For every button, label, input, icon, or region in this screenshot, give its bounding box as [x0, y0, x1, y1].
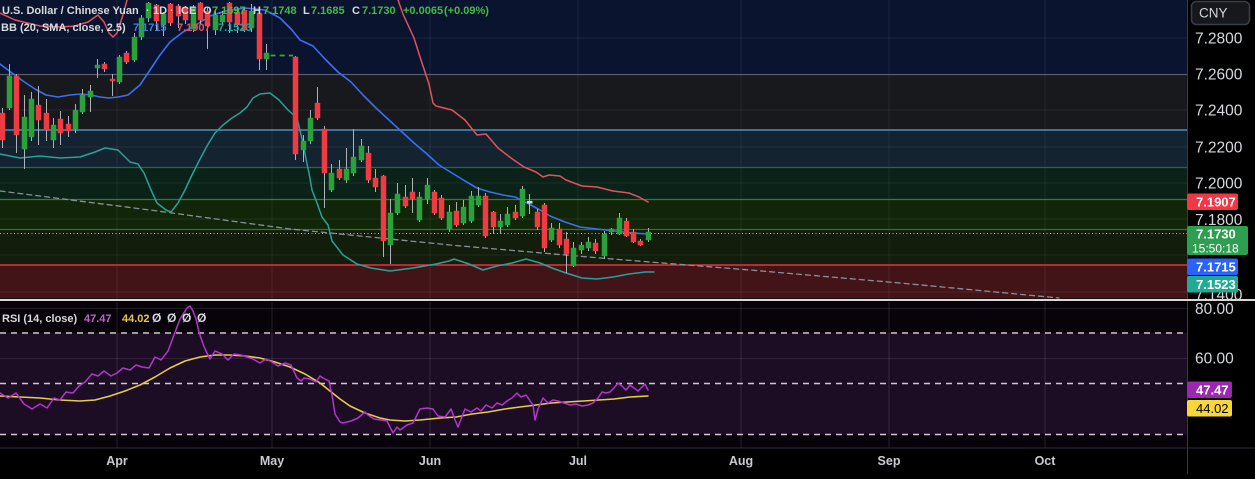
- svg-text:Jun: Jun: [419, 454, 441, 468]
- svg-text:Oct: Oct: [1035, 454, 1057, 468]
- svg-text:7.2200: 7.2200: [1195, 140, 1243, 157]
- svg-text:44.02: 44.02: [1196, 401, 1229, 416]
- svg-text:7.1907: 7.1907: [1196, 195, 1236, 210]
- svg-text:RSI (14, close): RSI (14, close): [2, 313, 78, 325]
- svg-text:+0.0065: +0.0065: [403, 5, 443, 17]
- svg-text:7.1697: 7.1697: [212, 5, 246, 17]
- svg-text:7.1730: 7.1730: [362, 5, 396, 17]
- svg-text:7.2000: 7.2000: [1195, 176, 1243, 193]
- svg-text:Ø: Ø: [152, 311, 161, 325]
- svg-text:60.00: 60.00: [1195, 351, 1234, 368]
- svg-text:(+0.09%): (+0.09%): [444, 5, 489, 17]
- svg-text:7.1715: 7.1715: [133, 22, 167, 34]
- svg-text:O: O: [203, 5, 212, 17]
- svg-text:C: C: [352, 5, 360, 17]
- svg-text:Ø: Ø: [167, 311, 176, 325]
- svg-text:15:50:18: 15:50:18: [1192, 242, 1239, 256]
- svg-text:1D: 1D: [153, 5, 167, 17]
- svg-text:L: L: [303, 5, 310, 17]
- svg-text:44.02: 44.02: [122, 313, 150, 325]
- svg-text:7.2600: 7.2600: [1195, 67, 1243, 84]
- svg-text:Ø: Ø: [182, 311, 191, 325]
- svg-text:7.1748: 7.1748: [263, 5, 297, 17]
- svg-text:47.47: 47.47: [1196, 383, 1229, 398]
- svg-text:U.S. Dollar / Chinese Yuan: U.S. Dollar / Chinese Yuan: [2, 5, 139, 17]
- svg-text:7.1730: 7.1730: [1196, 227, 1236, 242]
- svg-text:7.1715: 7.1715: [1196, 260, 1236, 275]
- svg-text:May: May: [260, 454, 284, 468]
- svg-text:Ø: Ø: [197, 311, 206, 325]
- svg-text:7.1800: 7.1800: [1195, 212, 1243, 229]
- svg-text:Sep: Sep: [878, 454, 901, 468]
- svg-text:ICE: ICE: [178, 5, 196, 17]
- svg-text:Aug: Aug: [729, 454, 753, 468]
- svg-text:BB (20, SMA, close, 2.5): BB (20, SMA, close, 2.5): [1, 22, 126, 34]
- svg-text:Jul: Jul: [569, 454, 587, 468]
- svg-text:47.47: 47.47: [84, 313, 112, 325]
- svg-text:7.2800: 7.2800: [1195, 31, 1243, 48]
- svg-text:Apr: Apr: [106, 454, 128, 468]
- svg-text:7.1907: 7.1907: [177, 22, 211, 34]
- svg-text:·: ·: [146, 5, 150, 17]
- svg-text:7.2400: 7.2400: [1195, 103, 1243, 120]
- svg-text:H: H: [253, 5, 261, 17]
- svg-text:CNY: CNY: [1199, 6, 1228, 21]
- svg-text:80.00: 80.00: [1195, 301, 1234, 318]
- svg-text:·: ·: [170, 5, 174, 17]
- svg-text:7.1523: 7.1523: [1196, 277, 1236, 292]
- svg-text:7.1685: 7.1685: [311, 5, 345, 17]
- svg-text:7.1523: 7.1523: [218, 22, 252, 34]
